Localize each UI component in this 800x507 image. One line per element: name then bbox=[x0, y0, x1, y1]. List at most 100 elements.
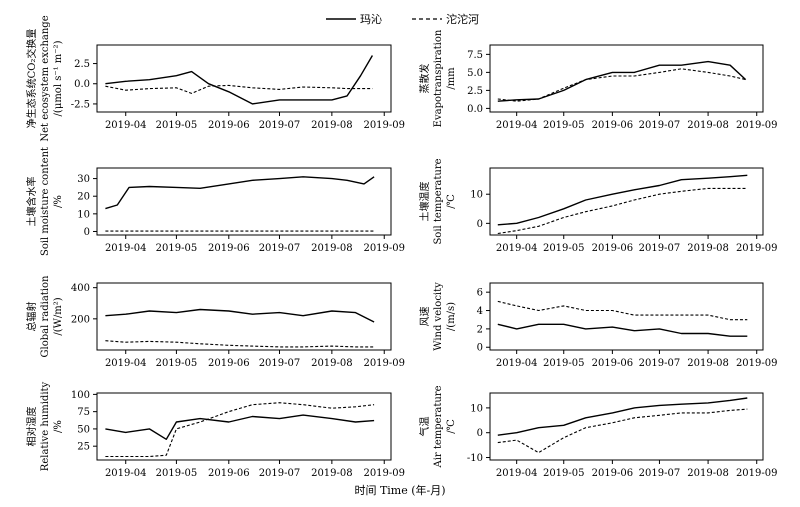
y-axis-label-line: 风速 bbox=[419, 307, 431, 327]
y-tick-label: 20 bbox=[77, 192, 90, 203]
y-axis-label-line: Relative humidity bbox=[40, 381, 51, 471]
x-tick-label: 2019-05 bbox=[156, 358, 198, 369]
y-axis-label-line: /mm bbox=[446, 67, 457, 90]
x-tick-label: 2019-08 bbox=[687, 120, 729, 131]
x-tick-label: 2019-06 bbox=[208, 358, 250, 369]
series-line-solid bbox=[105, 414, 375, 440]
y-axis-label-line: 土壤温度 bbox=[418, 182, 431, 222]
plot-frame bbox=[489, 392, 764, 461]
y-tick-label: 2.5 bbox=[74, 59, 90, 70]
y-axis-label-line: /℃ bbox=[446, 419, 457, 434]
x-tick-label: 2019-08 bbox=[687, 243, 729, 254]
legend-label-series2: 沱沱河 bbox=[446, 12, 479, 26]
y-axis-label-line: 总辐射 bbox=[25, 302, 38, 332]
panel-5: 200 400 2019-04 2019-05 2019-06 2019-07 2019-0… bbox=[25, 275, 405, 369]
y-axis-label: 土壤含水率 Soil moisture content/% bbox=[25, 147, 64, 256]
x-tick-label: 2019-09 bbox=[736, 120, 778, 131]
y-tick-label: 5.0 bbox=[467, 68, 483, 79]
plot-frame bbox=[96, 392, 392, 461]
series-line-solid bbox=[497, 174, 748, 226]
panel-6: 0 2 4 6 2019-04 2019-05 2019-06 2019-07 2019-08 2… bbox=[419, 282, 778, 369]
y-tick-label: 7.5 bbox=[467, 50, 483, 61]
x-tick-label: 2019-07 bbox=[259, 120, 301, 131]
y-axis-label-line: Net ecosystem exchange bbox=[40, 15, 51, 141]
x-tick-label: 2019-04 bbox=[496, 358, 538, 369]
y-tick-label: -2.5 bbox=[71, 99, 90, 110]
y-axis-label-line: 土壤含水率 bbox=[25, 177, 38, 227]
x-tick-label: 2019-04 bbox=[105, 358, 147, 369]
plot-frame bbox=[489, 44, 764, 113]
x-tick-label: 2019-09 bbox=[363, 468, 405, 479]
x-tick-label: 2019-08 bbox=[311, 243, 353, 254]
y-tick-label: -10 bbox=[467, 453, 483, 464]
x-tick-label: 2019-09 bbox=[363, 243, 405, 254]
x-tick-label: 2019-09 bbox=[736, 468, 778, 479]
x-tick-label: 2019-05 bbox=[156, 120, 198, 131]
plot-frame bbox=[96, 282, 392, 351]
y-axis-label-line: /% bbox=[53, 420, 64, 433]
series-line-dashed bbox=[105, 340, 375, 348]
x-tick-label: 2019-05 bbox=[543, 243, 585, 254]
x-tick-label: 2019-09 bbox=[363, 358, 405, 369]
y-axis-label: 风速 Wind velocity/(m/s) bbox=[419, 282, 457, 351]
y-axis-label-line: Global radiation bbox=[40, 275, 51, 357]
x-axis-label: 时间 Time (年-月) bbox=[354, 483, 445, 497]
x-tick-label: 2019-05 bbox=[156, 243, 198, 254]
x-tick-label: 2019-07 bbox=[639, 358, 681, 369]
y-axis-label-line: 相对湿度 bbox=[25, 407, 38, 447]
x-tick-label: 2019-06 bbox=[592, 358, 634, 369]
y-tick-label: 10 bbox=[77, 209, 90, 220]
y-axis-label-line: 蒸散发 bbox=[418, 64, 431, 94]
plot-frame bbox=[96, 44, 392, 113]
x-tick-label: 2019-04 bbox=[105, 243, 147, 254]
x-tick-label: 2019-05 bbox=[543, 468, 585, 479]
plot-frame bbox=[489, 167, 764, 236]
y-tick-label: 30 bbox=[77, 174, 90, 185]
x-tick-label: 2019-07 bbox=[639, 243, 681, 254]
y-axis-label: 土壤温度 Soil temperature/℃ bbox=[418, 158, 457, 244]
y-tick-label: 10 bbox=[470, 403, 483, 414]
y-tick-label: 6 bbox=[477, 288, 483, 299]
plot-frame bbox=[96, 167, 392, 236]
y-tick-label: 100 bbox=[71, 390, 90, 401]
x-tick-label: 2019-08 bbox=[311, 468, 353, 479]
y-axis-label-line: /(m/s) bbox=[446, 302, 457, 331]
plot-frame bbox=[489, 282, 764, 351]
panel-7: 25 50 75 100 2019-04 2019-05 2019-06 2019-07 201… bbox=[25, 381, 405, 479]
y-tick-label: 0.0 bbox=[74, 79, 90, 90]
y-axis-label-line: Air temperature bbox=[433, 385, 444, 468]
y-axis-label-line: Wind velocity bbox=[433, 282, 444, 351]
x-tick-label: 2019-07 bbox=[259, 358, 301, 369]
x-tick-label: 2019-06 bbox=[208, 243, 250, 254]
y-axis-label-line: /(μmol s⁻¹ m⁻²) bbox=[53, 40, 64, 116]
series-line-solid bbox=[105, 176, 375, 210]
x-tick-label: 2019-09 bbox=[363, 120, 405, 131]
y-tick-label: 75 bbox=[77, 407, 90, 418]
y-tick-label: 0 bbox=[477, 343, 483, 354]
x-tick-label: 2019-04 bbox=[496, 468, 538, 479]
x-tick-label: 2019-05 bbox=[543, 120, 585, 131]
x-tick-label: 2019-06 bbox=[592, 120, 634, 131]
series-line-dashed bbox=[497, 187, 748, 235]
y-tick-label: 4 bbox=[477, 306, 483, 317]
y-axis-label: 总辐射 Global radiation/(W/m²) bbox=[25, 275, 64, 357]
panel-2: 0.0 2.5 5.0 7.5 2019-04 2019-05 2019-06 2019-07… bbox=[418, 29, 778, 131]
x-tick-label: 2019-05 bbox=[543, 358, 585, 369]
y-axis-label-line: Soil moisture content bbox=[40, 147, 51, 256]
x-tick-label: 2019-04 bbox=[496, 120, 538, 131]
x-tick-label: 2019-06 bbox=[208, 120, 250, 131]
x-tick-label: 2019-09 bbox=[736, 243, 778, 254]
series-line-solid bbox=[105, 308, 375, 323]
y-tick-label: 0 bbox=[477, 219, 483, 230]
series-line-dashed bbox=[497, 68, 746, 102]
y-tick-label: 2.5 bbox=[467, 86, 483, 97]
x-tick-label: 2019-07 bbox=[639, 468, 681, 479]
x-tick-label: 2019-04 bbox=[105, 120, 147, 131]
y-tick-label: 400 bbox=[71, 283, 90, 294]
y-axis-label: 气温 Air temperature/℃ bbox=[418, 385, 457, 468]
y-tick-label: 200 bbox=[71, 314, 90, 325]
x-tick-label: 2019-08 bbox=[311, 120, 353, 131]
x-tick-label: 2019-06 bbox=[592, 243, 634, 254]
